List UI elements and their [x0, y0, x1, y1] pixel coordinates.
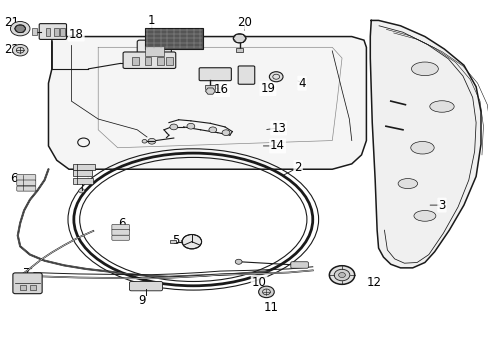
Text: 14: 14: [269, 139, 285, 152]
Text: 16: 16: [214, 83, 228, 96]
FancyBboxPatch shape: [17, 180, 36, 186]
Circle shape: [10, 22, 30, 36]
Bar: [73, 170, 92, 176]
FancyBboxPatch shape: [199, 68, 231, 81]
Ellipse shape: [429, 101, 453, 112]
Text: 5: 5: [172, 234, 180, 247]
Text: 13: 13: [271, 122, 285, 135]
Bar: [166, 57, 173, 65]
Text: 17: 17: [167, 30, 183, 43]
Polygon shape: [48, 37, 366, 169]
Text: 22: 22: [4, 42, 19, 55]
Bar: [20, 285, 26, 290]
Ellipse shape: [397, 179, 417, 189]
Polygon shape: [369, 21, 480, 268]
Text: 8: 8: [82, 166, 89, 179]
Text: 20: 20: [237, 16, 251, 29]
FancyBboxPatch shape: [137, 40, 171, 62]
Bar: [54, 28, 59, 36]
Bar: [30, 285, 36, 290]
Bar: [144, 57, 151, 65]
Text: 21: 21: [4, 16, 19, 29]
Text: 1: 1: [148, 14, 155, 27]
FancyBboxPatch shape: [112, 229, 129, 235]
Text: 18: 18: [69, 28, 83, 41]
Text: 4: 4: [298, 77, 305, 90]
Circle shape: [79, 189, 84, 193]
Circle shape: [186, 123, 194, 129]
FancyBboxPatch shape: [123, 52, 175, 68]
Circle shape: [222, 130, 229, 135]
Bar: [205, 85, 215, 89]
Bar: [132, 57, 139, 65]
Bar: [170, 240, 176, 243]
Bar: [45, 28, 50, 36]
Text: 11: 11: [264, 301, 278, 314]
Ellipse shape: [410, 141, 433, 154]
Text: 19: 19: [260, 82, 275, 95]
FancyBboxPatch shape: [17, 186, 36, 191]
FancyBboxPatch shape: [290, 262, 308, 268]
Bar: [73, 164, 95, 170]
Circle shape: [142, 139, 147, 143]
Text: 7: 7: [23, 267, 30, 280]
FancyBboxPatch shape: [13, 273, 42, 294]
Circle shape: [269, 72, 283, 82]
Ellipse shape: [413, 211, 435, 221]
Bar: [157, 57, 163, 65]
Text: 6: 6: [11, 172, 18, 185]
Circle shape: [235, 259, 242, 264]
Circle shape: [12, 44, 28, 56]
Circle shape: [15, 25, 25, 33]
Text: 6: 6: [118, 216, 125, 230]
Text: 12: 12: [366, 276, 381, 289]
Circle shape: [148, 138, 156, 144]
Circle shape: [338, 273, 345, 278]
Polygon shape: [205, 88, 215, 94]
FancyBboxPatch shape: [112, 225, 129, 230]
FancyBboxPatch shape: [17, 175, 36, 180]
Circle shape: [258, 286, 274, 298]
Circle shape: [169, 124, 177, 130]
Circle shape: [208, 127, 216, 133]
Text: 10: 10: [251, 276, 266, 289]
Bar: [144, 45, 163, 56]
Bar: [144, 28, 203, 49]
Bar: [32, 28, 37, 35]
FancyBboxPatch shape: [238, 66, 254, 84]
Text: 3: 3: [437, 199, 445, 212]
FancyBboxPatch shape: [39, 24, 66, 40]
Circle shape: [333, 269, 349, 281]
Circle shape: [329, 266, 354, 284]
Bar: [60, 28, 65, 36]
Bar: [236, 48, 243, 52]
Circle shape: [182, 234, 201, 249]
FancyBboxPatch shape: [112, 235, 129, 240]
FancyBboxPatch shape: [129, 282, 162, 291]
Bar: [73, 178, 93, 184]
Text: 2: 2: [294, 161, 301, 174]
Text: 15: 15: [214, 69, 228, 82]
Ellipse shape: [411, 62, 437, 76]
Circle shape: [233, 34, 245, 43]
Text: 9: 9: [138, 294, 145, 307]
